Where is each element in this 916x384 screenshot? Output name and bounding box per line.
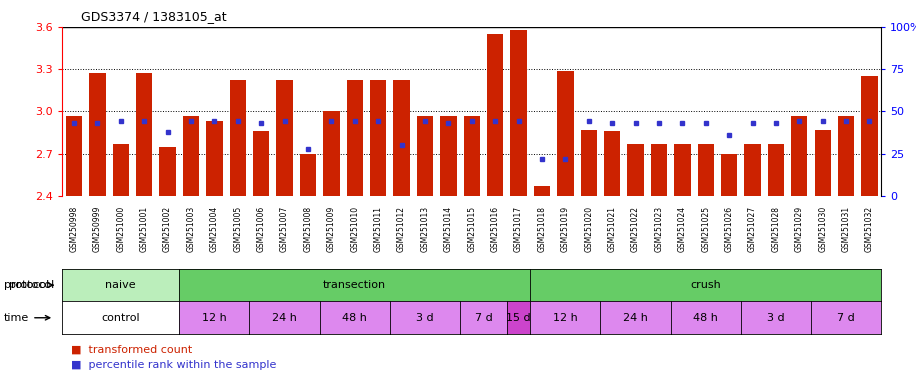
Bar xyxy=(159,147,176,196)
Text: 12 h: 12 h xyxy=(553,313,578,323)
Bar xyxy=(838,116,855,196)
Bar xyxy=(441,116,456,196)
Bar xyxy=(768,144,784,196)
Bar xyxy=(136,73,152,196)
Text: 12 h: 12 h xyxy=(202,313,227,323)
Text: ■  transformed count: ■ transformed count xyxy=(71,344,192,354)
Bar xyxy=(89,73,105,196)
Bar xyxy=(791,116,808,196)
Text: 48 h: 48 h xyxy=(343,313,367,323)
Bar xyxy=(323,111,340,196)
Bar xyxy=(861,76,878,196)
Bar xyxy=(697,144,714,196)
Bar xyxy=(183,116,199,196)
Bar xyxy=(557,71,573,196)
Text: crush: crush xyxy=(691,280,721,290)
Bar xyxy=(745,144,760,196)
Text: protocol: protocol xyxy=(8,280,54,290)
Text: 48 h: 48 h xyxy=(693,313,718,323)
Text: time: time xyxy=(4,313,49,323)
Text: 24 h: 24 h xyxy=(623,313,648,323)
Bar xyxy=(721,154,737,196)
Bar xyxy=(277,80,293,196)
Bar xyxy=(604,131,620,196)
Text: 24 h: 24 h xyxy=(272,313,297,323)
Bar xyxy=(253,131,269,196)
Bar xyxy=(417,116,433,196)
Bar xyxy=(650,144,667,196)
Bar xyxy=(627,144,644,196)
Bar xyxy=(534,186,551,196)
Text: protocol: protocol xyxy=(4,280,53,290)
Bar xyxy=(300,154,316,196)
Bar xyxy=(581,130,597,196)
Text: GDS3374 / 1383105_at: GDS3374 / 1383105_at xyxy=(81,10,226,23)
Text: 7 d: 7 d xyxy=(474,313,492,323)
Bar xyxy=(66,116,82,196)
Bar xyxy=(463,116,480,196)
Text: 3 d: 3 d xyxy=(416,313,434,323)
Bar xyxy=(346,80,363,196)
Text: control: control xyxy=(102,313,140,323)
Bar xyxy=(510,30,527,196)
Bar xyxy=(113,144,129,196)
Bar xyxy=(230,80,246,196)
Text: transection: transection xyxy=(323,280,387,290)
Bar xyxy=(370,80,387,196)
Text: naive: naive xyxy=(105,280,136,290)
Bar xyxy=(393,80,409,196)
Text: ■  percentile rank within the sample: ■ percentile rank within the sample xyxy=(71,360,277,370)
Text: 15 d: 15 d xyxy=(507,313,531,323)
Bar xyxy=(206,121,223,196)
Text: 3 d: 3 d xyxy=(767,313,785,323)
Bar xyxy=(814,130,831,196)
Bar xyxy=(674,144,691,196)
Text: 7 d: 7 d xyxy=(837,313,855,323)
Bar xyxy=(487,34,503,196)
